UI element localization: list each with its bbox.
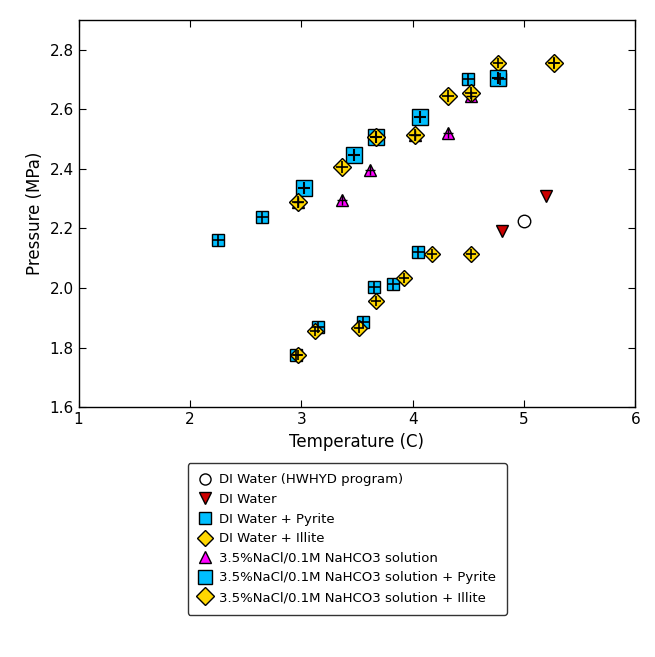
- DI Water + Illite: [294, 351, 302, 359]
- DI Water + Pyrite: [258, 213, 266, 221]
- 3.5%NaCl/0.1M NaHCO3 solution + Pyrite: [350, 152, 358, 160]
- 3.5%NaCl/0.1M NaHCO3 solution: [466, 92, 474, 100]
- Legend: DI Water (HWHYD program), DI Water, DI Water + Pyrite, DI Water + Illite, 3.5%Na: DI Water (HWHYD program), DI Water, DI W…: [187, 463, 507, 614]
- DI Water + Illite: [310, 327, 318, 335]
- DI Water + Illite: [550, 59, 558, 67]
- DI Water + Pyrite: [369, 283, 377, 290]
- DI Water: [498, 227, 506, 235]
- DI Water + Illite: [400, 274, 407, 282]
- 3.5%NaCl/0.1M NaHCO3 solution: [294, 198, 302, 206]
- DI Water + Illite: [495, 59, 502, 67]
- 3.5%NaCl/0.1M NaHCO3 solution + Pyrite: [417, 113, 424, 121]
- 3.5%NaCl/0.1M NaHCO3 solution + Illite: [339, 164, 346, 171]
- DI Water + Pyrite: [214, 237, 221, 244]
- Line: DI Water + Illite: DI Water + Illite: [292, 57, 559, 361]
- 3.5%NaCl/0.1M NaHCO3 solution: [444, 129, 452, 137]
- 3.5%NaCl/0.1M NaHCO3 solution + Illite: [411, 131, 419, 139]
- DI Water + Pyrite: [292, 351, 300, 359]
- Line: 3.5%NaCl/0.1M NaHCO3 solution + Illite: 3.5%NaCl/0.1M NaHCO3 solution + Illite: [291, 57, 560, 208]
- DI Water + Illite: [355, 325, 363, 332]
- Line: DI Water + Pyrite: DI Water + Pyrite: [212, 73, 506, 361]
- 3.5%NaCl/0.1M NaHCO3 solution + Illite: [466, 89, 474, 97]
- DI Water: [542, 192, 550, 200]
- DI Water + Pyrite: [415, 248, 422, 256]
- DI Water + Illite: [372, 298, 380, 306]
- 3.5%NaCl/0.1M NaHCO3 solution + Pyrite: [495, 74, 502, 81]
- 3.5%NaCl/0.1M NaHCO3 solution + Illite: [444, 92, 452, 100]
- DI Water + Pyrite: [496, 76, 504, 83]
- Y-axis label: Pressure (MPa): Pressure (MPa): [26, 152, 44, 275]
- DI Water + Pyrite: [359, 319, 367, 327]
- 3.5%NaCl/0.1M NaHCO3 solution: [411, 131, 419, 139]
- 3.5%NaCl/0.1M NaHCO3 solution: [339, 196, 346, 204]
- 3.5%NaCl/0.1M NaHCO3 solution + Illite: [372, 133, 380, 141]
- Line: DI Water: DI Water: [495, 189, 553, 238]
- DI Water + Illite: [466, 250, 474, 258]
- X-axis label: Temperature (C): Temperature (C): [290, 433, 424, 451]
- Line: 3.5%NaCl/0.1M NaHCO3 solution + Pyrite: 3.5%NaCl/0.1M NaHCO3 solution + Pyrite: [296, 70, 506, 196]
- Line: 3.5%NaCl/0.1M NaHCO3 solution: 3.5%NaCl/0.1M NaHCO3 solution: [292, 90, 476, 207]
- 3.5%NaCl/0.1M NaHCO3 solution + Illite: [294, 198, 302, 206]
- 3.5%NaCl/0.1M NaHCO3 solution + Pyrite: [299, 184, 307, 192]
- DI Water + Pyrite: [464, 76, 472, 83]
- 3.5%NaCl/0.1M NaHCO3 solution + Pyrite: [372, 133, 380, 141]
- DI Water + Pyrite: [314, 323, 322, 330]
- 3.5%NaCl/0.1M NaHCO3 solution: [366, 166, 374, 174]
- DI Water + Pyrite: [388, 280, 396, 288]
- DI Water + Illite: [428, 250, 436, 258]
- 3.5%NaCl/0.1M NaHCO3 solution + Illite: [550, 59, 558, 67]
